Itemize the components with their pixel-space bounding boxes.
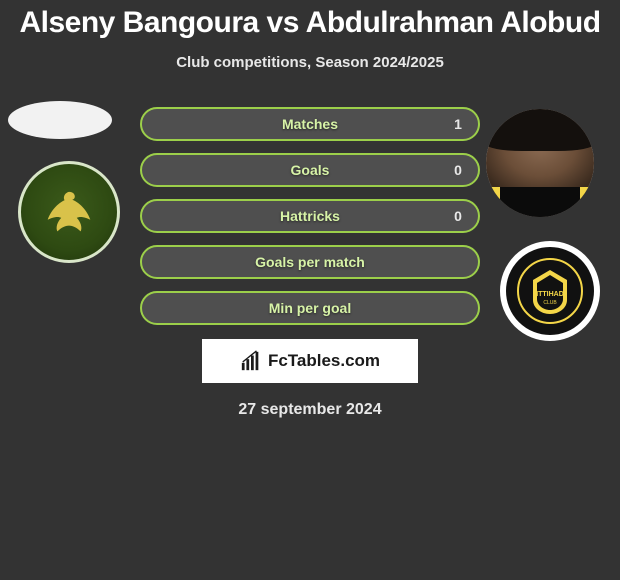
stat-right-value: 0 bbox=[444, 201, 472, 231]
stat-label: Hattricks bbox=[280, 208, 340, 224]
stat-right-value bbox=[444, 293, 472, 323]
content-area: ITTIHAD CLUB Matches 1 Goals 0 Hattricks… bbox=[0, 101, 620, 419]
stat-row-goals: Goals 0 bbox=[140, 153, 480, 187]
bar-chart-icon bbox=[240, 350, 262, 372]
stat-row-matches: Matches 1 bbox=[140, 107, 480, 141]
eagle-crest-icon bbox=[38, 181, 100, 243]
title-player1: Alseny Bangoura bbox=[19, 6, 258, 39]
player1-club-crest bbox=[18, 161, 120, 263]
stat-row-goals-per-match: Goals per match bbox=[140, 245, 480, 279]
stat-row-hattricks: Hattricks 0 bbox=[140, 199, 480, 233]
player2-club-crest: ITTIHAD CLUB bbox=[500, 241, 600, 341]
stat-left-value bbox=[148, 201, 176, 231]
stats-list: Matches 1 Goals 0 Hattricks 0 Goals per … bbox=[140, 101, 480, 325]
stat-left-value bbox=[148, 155, 176, 185]
stat-label: Min per goal bbox=[269, 300, 351, 316]
title-player2: Abdulrahman Alobud bbox=[306, 6, 601, 39]
player1-avatar bbox=[8, 101, 112, 139]
site-logo: FcTables.com bbox=[202, 339, 418, 383]
stat-row-min-per-goal: Min per goal bbox=[140, 291, 480, 325]
stat-left-value bbox=[148, 109, 176, 139]
player-photo-icon bbox=[486, 109, 594, 217]
stat-label: Goals bbox=[291, 162, 330, 178]
logo-text: FcTables.com bbox=[268, 351, 380, 371]
subtitle: Club competitions, Season 2024/2025 bbox=[0, 54, 620, 71]
svg-text:ITTIHAD: ITTIHAD bbox=[536, 291, 564, 298]
stat-left-value bbox=[148, 247, 176, 277]
stat-left-value bbox=[148, 293, 176, 323]
stat-right-value bbox=[444, 247, 472, 277]
date: 27 september 2024 bbox=[0, 401, 620, 419]
stat-right-value: 1 bbox=[444, 109, 472, 139]
title-vs: vs bbox=[267, 6, 299, 39]
page-title: Alseny Bangoura vs Abdulrahman Alobud bbox=[0, 0, 620, 40]
stat-label: Matches bbox=[282, 116, 338, 132]
ittihad-crest-icon: ITTIHAD CLUB bbox=[515, 256, 585, 326]
svg-text:CLUB: CLUB bbox=[543, 300, 557, 306]
stat-right-value: 0 bbox=[444, 155, 472, 185]
player2-avatar bbox=[486, 109, 594, 217]
stat-label: Goals per match bbox=[255, 254, 365, 270]
